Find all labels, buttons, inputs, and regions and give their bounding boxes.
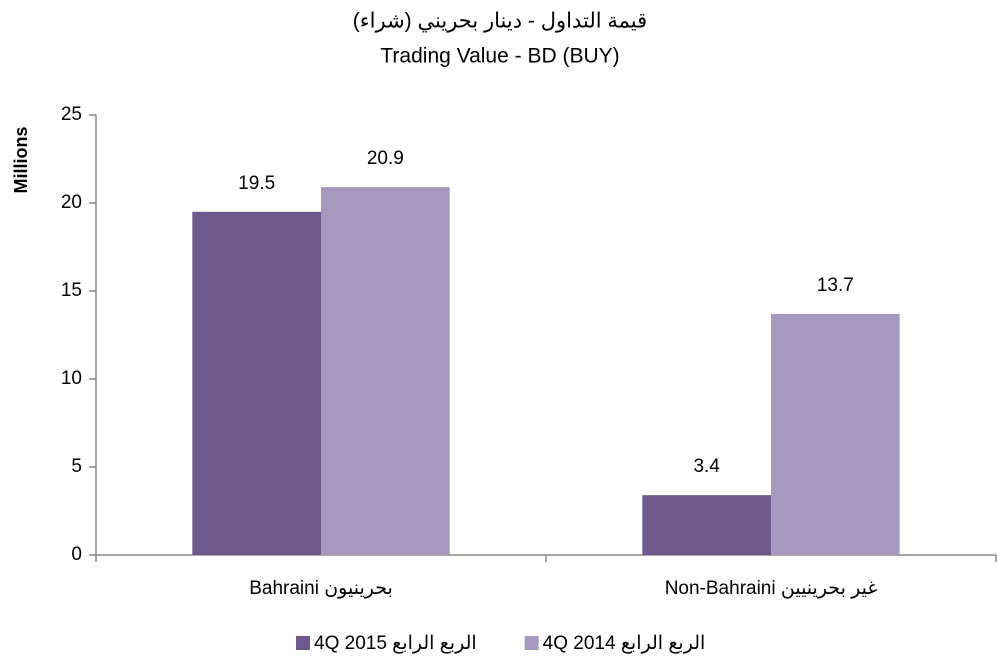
legend-swatch	[524, 636, 539, 650]
legend-swatch	[296, 636, 310, 650]
data-label: 3.4	[693, 456, 720, 477]
x-tick-label: Non-Bahraini غير بحرينيين	[665, 578, 878, 599]
data-label: 19.5	[238, 173, 275, 194]
y-tick-label: 20	[61, 192, 82, 213]
bar	[642, 495, 771, 555]
y-tick-label: 5	[71, 456, 82, 477]
legend-label: 4Q 2014 الربع الرابع	[543, 633, 706, 654]
chart-title: قيمة التداول - دينار بحريني (شراء)	[353, 10, 647, 34]
y-tick-label: 10	[61, 368, 82, 389]
bar	[321, 187, 450, 555]
chart-subtitle: Trading Value - BD (BUY)	[380, 45, 619, 68]
y-tick-label: 15	[61, 280, 82, 301]
data-label: 20.9	[367, 148, 404, 169]
legend-label: 4Q 2015 الربع الرابع	[314, 633, 477, 654]
y-tick-label: 0	[71, 544, 82, 565]
y-axis-label: Millions	[11, 127, 31, 194]
bar	[771, 313, 900, 555]
y-tick-label: 25	[61, 104, 82, 125]
data-label: 13.7	[817, 275, 854, 296]
x-tick-label: Bahraini بحرينيون	[249, 578, 393, 599]
bar	[192, 211, 321, 556]
